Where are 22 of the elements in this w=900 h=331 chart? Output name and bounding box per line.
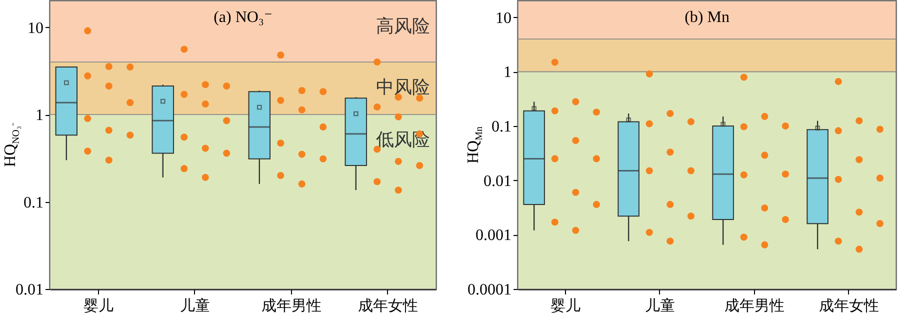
x-tick-label: 成年男性 [724,298,784,314]
x-tick-label: 儿童 [644,298,675,314]
y-tick-label: 0.01 [16,282,44,298]
y-tick-label: 1 [504,64,512,82]
y-tick-label: 0.1 [24,194,44,212]
y-tick-label: 10 [28,20,44,37]
band-label: 高风险 [376,16,430,36]
x-tick-label: 儿童 [180,298,210,314]
x-tick-label: 婴儿 [83,298,114,314]
text: (b) Mn [684,9,730,26]
y-tick-label: 0.001 [476,227,512,244]
y-tick-label: 10 [496,10,512,27]
band-label: 中风险 [376,76,430,97]
y-tick-label: 1 [36,107,44,124]
x-tick-label: 婴儿 [550,298,580,314]
y-tick-label: 0.01 [484,172,512,190]
y-tick-label: 0.1 [492,118,512,136]
y-tick-label: 0.0001 [468,282,512,298]
x-tick-label: 成年女性 [358,298,418,314]
x-tick-label: 成年女性 [818,298,879,314]
chart-title: (a) NO₃⁻ [214,9,272,26]
x-tick-label: 成年男性 [261,298,322,314]
